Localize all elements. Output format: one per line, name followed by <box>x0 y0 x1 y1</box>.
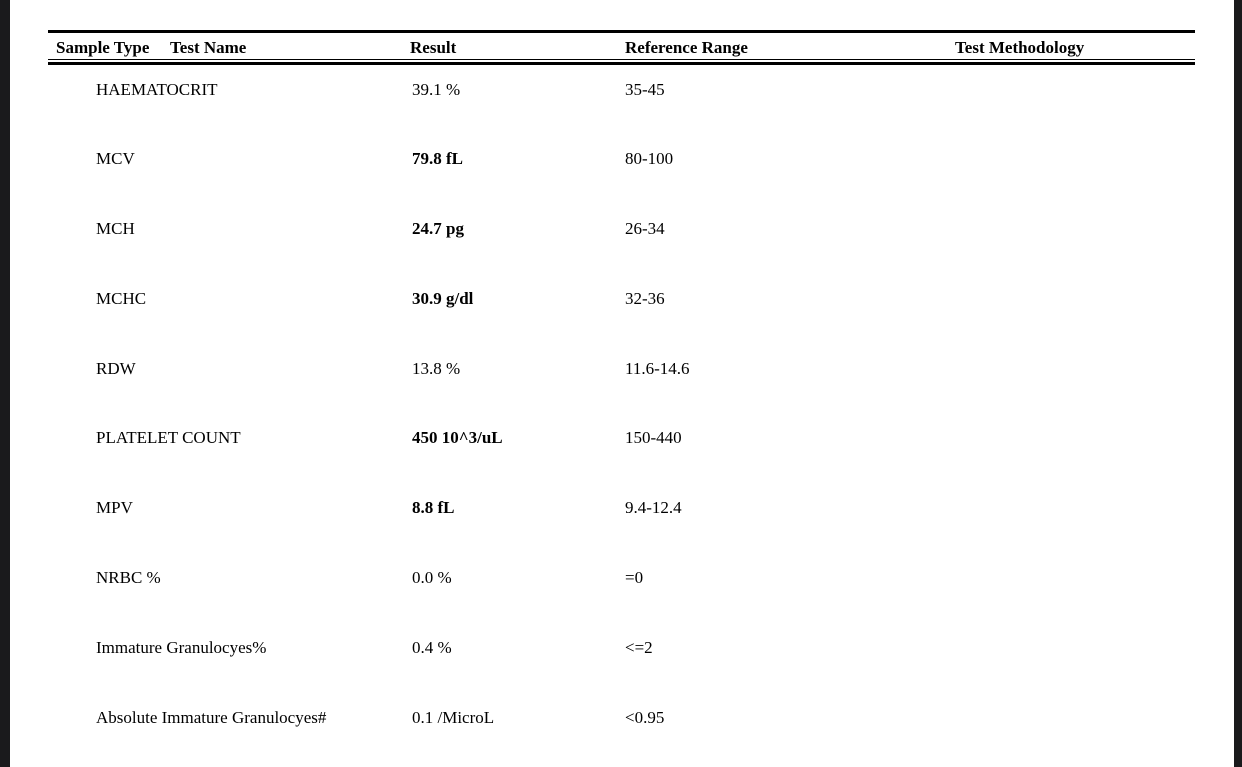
column-header-test-methodology: Test Methodology <box>955 38 1085 57</box>
reference-range-cell: 80-100 <box>625 149 674 169</box>
column-header-sample-type: Sample Type <box>56 38 150 57</box>
reference-range-cell: 150-440 <box>625 428 682 448</box>
test-name-cell: MCHC <box>96 288 147 308</box>
column-header-result: Result <box>410 38 457 57</box>
result-cell: 0.1 /MicroL <box>412 707 495 727</box>
result-cell: 13.8 % <box>412 358 461 378</box>
column-header-reference-range: Reference Range <box>625 38 748 57</box>
table-row: RDW 13.8 % 11.6-14.6 <box>48 344 1195 414</box>
viewer-right-edge <box>1234 0 1242 767</box>
reference-range-cell: 32-36 <box>625 288 665 308</box>
table-row: MCH 24.7 pg 26-34 <box>48 204 1195 274</box>
viewer-left-edge <box>0 0 10 767</box>
test-name-cell: Absolute Immature Granulocyes# <box>96 707 327 727</box>
result-cell: 8.8 fL <box>412 498 455 518</box>
lab-results-table: Sample Type Test Name Result Reference R… <box>48 30 1195 762</box>
table-body: HAEMATOCRIT 39.1 % 35-45 MCV 79.8 fL 80-… <box>48 65 1195 763</box>
table-row: MPV 8.8 fL 9.4-12.4 <box>48 483 1195 553</box>
report-page: Sample Type Test Name Result Reference R… <box>10 0 1234 767</box>
reference-range-cell: 35-45 <box>625 79 665 99</box>
reference-range-cell: <0.95 <box>625 707 665 727</box>
reference-range-cell: <=2 <box>625 637 653 657</box>
result-cell: 30.9 g/dl <box>412 288 474 308</box>
result-cell: 79.8 fL <box>412 149 463 169</box>
reference-range-cell: 9.4-12.4 <box>625 498 682 518</box>
result-cell: 39.1 % <box>412 79 461 99</box>
result-cell: 450 10^3/uL <box>412 428 503 448</box>
table-row: Absolute Immature Granulocyes# 0.1 /Micr… <box>48 693 1195 763</box>
table-header-row: Sample Type Test Name Result Reference R… <box>48 33 1195 60</box>
result-cell: 0.4 % <box>412 637 452 657</box>
test-name-cell: NRBC % <box>96 568 161 588</box>
table-row: MCHC 30.9 g/dl 32-36 <box>48 274 1195 344</box>
test-name-cell: RDW <box>96 358 136 378</box>
table-row: MCV 79.8 fL 80-100 <box>48 134 1195 204</box>
reference-range-cell: =0 <box>625 568 644 588</box>
reference-range-cell: 26-34 <box>625 219 665 239</box>
result-cell: 24.7 pg <box>412 219 464 239</box>
table-row: NRBC % 0.0 % =0 <box>48 553 1195 623</box>
result-cell: 0.0 % <box>412 568 452 588</box>
test-name-cell: Immature Granulocyes% <box>96 637 267 657</box>
table-row: PLATELET COUNT 450 10^3/uL 150-440 <box>48 413 1195 483</box>
table-row: Immature Granulocyes% 0.4 % <=2 <box>48 623 1195 693</box>
table-header-rule <box>48 62 1195 65</box>
test-name-cell: HAEMATOCRIT <box>96 79 218 99</box>
column-header-test-name: Test Name <box>170 38 247 57</box>
test-name-cell: MPV <box>96 498 133 518</box>
test-name-cell: PLATELET COUNT <box>96 428 241 448</box>
table-row: HAEMATOCRIT 39.1 % 35-45 <box>48 65 1195 135</box>
reference-range-cell: 11.6-14.6 <box>625 358 690 378</box>
test-name-cell: MCV <box>96 149 135 169</box>
test-name-cell: MCH <box>96 219 135 239</box>
